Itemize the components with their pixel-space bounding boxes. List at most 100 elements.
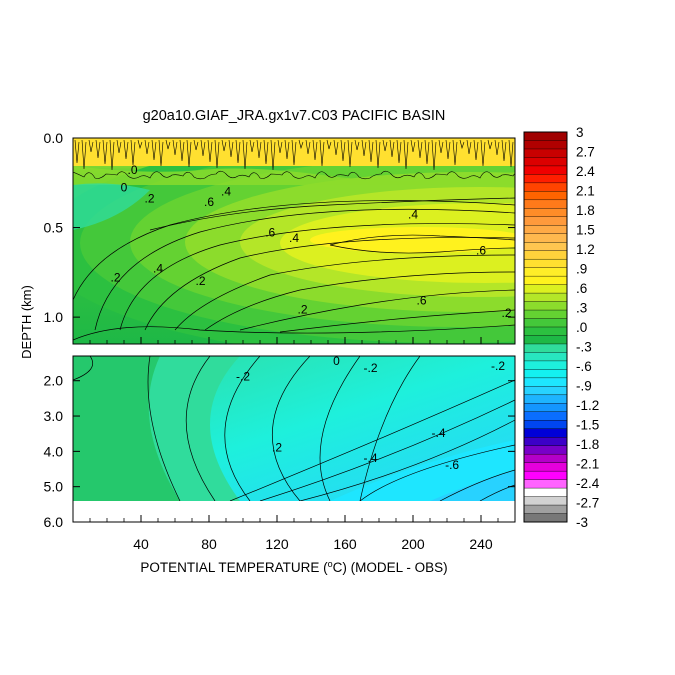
upper-contour-line — [149, 197, 515, 231]
colorbar-swatch — [523, 513, 568, 523]
lower-contour-line — [272, 356, 311, 501]
surface-wave-contour — [73, 170, 515, 180]
colorbar-swatch — [523, 233, 568, 243]
y-lower-tick-label: 6.0 — [44, 514, 64, 530]
colorbar-swatch — [523, 157, 568, 167]
upper-contour-line — [73, 200, 515, 301]
upper-contour-label: .6 — [265, 226, 275, 240]
y-axis-upper: 0.00.51.0 — [44, 130, 515, 325]
colorbar-label: -2.4 — [576, 476, 600, 491]
colorbar-swatch — [523, 394, 568, 404]
colorbar-swatch — [523, 131, 568, 141]
upper-contour-line — [119, 223, 515, 331]
upper-contour-line — [144, 237, 515, 331]
colorbar-swatch — [523, 225, 568, 235]
upper-contour-label: .2 — [144, 191, 154, 205]
colorbar-swatch — [523, 411, 568, 421]
colorbar-label: 2.4 — [576, 164, 595, 179]
y-axis-lower: 2.0 3.0 4.0 5.0 6.0 — [44, 373, 515, 530]
colorbar-label: -1.5 — [576, 418, 599, 433]
colorbar-label: -.3 — [576, 340, 592, 355]
colorbar-swatch — [523, 267, 568, 277]
colorbar-label: -.6 — [576, 359, 592, 374]
lower-contour-label: -.4 — [431, 426, 445, 440]
lower-contour-line — [229, 379, 515, 501]
x-tick-label: 40 — [133, 536, 149, 552]
colorbar-swatch — [523, 309, 568, 320]
lower-contour-line — [359, 356, 515, 501]
colorbar-label: 1.2 — [576, 242, 595, 257]
colorbar-swatch — [523, 301, 568, 311]
lower-contour-label: 0 — [333, 354, 340, 368]
y-lower-tick-label: 2.0 — [44, 373, 64, 389]
lower-contour-line — [185, 356, 216, 501]
colorbar-frame — [523, 131, 568, 523]
colorbar-label: -3 — [576, 515, 588, 530]
lower-contour-label: -.6 — [445, 458, 459, 472]
upper-panel: .6 .4 .6 .6 .6 .4 .4 .2 .2 .2 .2 0 .0 .4 .2 — [72, 137, 516, 345]
upper-contour-label: .4 — [153, 261, 163, 275]
lower-contour-line — [259, 399, 515, 501]
colorbar-swatch — [523, 504, 568, 515]
upper-contour-line — [279, 309, 515, 333]
colorbar-label: -1.2 — [576, 398, 599, 413]
colorbar-label: 1.5 — [576, 223, 595, 238]
lower-contour-label: -.2 — [236, 370, 250, 384]
colorbar-swatch — [523, 208, 568, 218]
colorbar-swatch — [523, 420, 568, 430]
colorbar-swatch — [523, 437, 568, 447]
lower-contour-line — [439, 469, 515, 501]
colorbar-swatch — [523, 462, 568, 472]
upper-contour-line — [174, 254, 515, 331]
upper-contour-label: .2 — [110, 270, 120, 284]
colorbar-swatch — [523, 445, 568, 455]
colorbar-swatch — [523, 377, 568, 387]
colorbar-swatch — [523, 284, 568, 294]
colorbar-swatch — [523, 343, 568, 353]
x-axis-label: POTENTIAL TEMPERATURE (oC) (MODEL - OBS) — [140, 559, 447, 575]
lower-panel-blank-strip — [73, 501, 515, 522]
lower-panel: 0 -.2 -.2 -.2 .2 -.4 -.4 -.6 — [72, 354, 516, 523]
x-tick-label: 120 — [265, 536, 289, 552]
x-axis-label-part1: POTENTIAL TEMPERATURE ( — [140, 560, 328, 575]
x-tick-label: 80 — [201, 536, 217, 552]
colorbar-label: 1.8 — [576, 203, 595, 218]
lower-contour-label: -.2 — [363, 361, 377, 375]
colorbar-swatch — [523, 165, 568, 175]
colorbar-label: 2.7 — [576, 145, 595, 160]
y-upper-tick-label: 0.0 — [44, 130, 64, 146]
upper-contour-label: .0 — [127, 163, 137, 177]
upper-contour-lines — [73, 197, 515, 341]
colorbar-label: -.9 — [576, 379, 592, 394]
colorbar-swatch — [523, 487, 568, 498]
upper-contour-line — [204, 271, 515, 331]
x-axis: 40 80 120 160 200 240 — [89, 337, 499, 552]
colorbar-swatch — [523, 335, 568, 345]
lower-contour-line — [319, 356, 361, 501]
colorbar-swatch — [523, 216, 568, 226]
colorbar-label: 2.1 — [576, 184, 595, 199]
colorbar-swatch — [523, 242, 568, 252]
colorbar-swatch — [523, 250, 568, 260]
surface-noise-band-lower — [73, 166, 515, 185]
upper-contour-labels: .6 .4 .6 .6 .6 .4 .4 .2 .2 .2 .2 0 .0 .4 .2 — [110, 163, 511, 320]
contour-band-0.9 — [310, 227, 515, 253]
upper-contour-label: .2 — [501, 306, 511, 320]
colorbar-swatch — [523, 470, 568, 481]
colorbar-swatch — [523, 352, 568, 362]
upper-left-cool-patch — [73, 183, 150, 230]
x-tick-label: 160 — [333, 536, 357, 552]
upper-contour-label: .2 — [195, 274, 205, 288]
surface-noise-contours — [73, 139, 515, 180]
colorbar — [523, 131, 568, 523]
colorbar-swatch — [523, 174, 568, 184]
colorbar-swatch — [523, 140, 568, 150]
lower-left-warmer-patch — [73, 356, 180, 501]
y-lower-tick-label: 4.0 — [44, 443, 64, 459]
colorbar-swatch — [523, 403, 568, 413]
upper-contour-line — [329, 234, 515, 254]
surface-noise-contour — [74, 139, 514, 171]
upper-contour-line — [239, 289, 515, 331]
degree-superscript: o — [328, 559, 333, 569]
